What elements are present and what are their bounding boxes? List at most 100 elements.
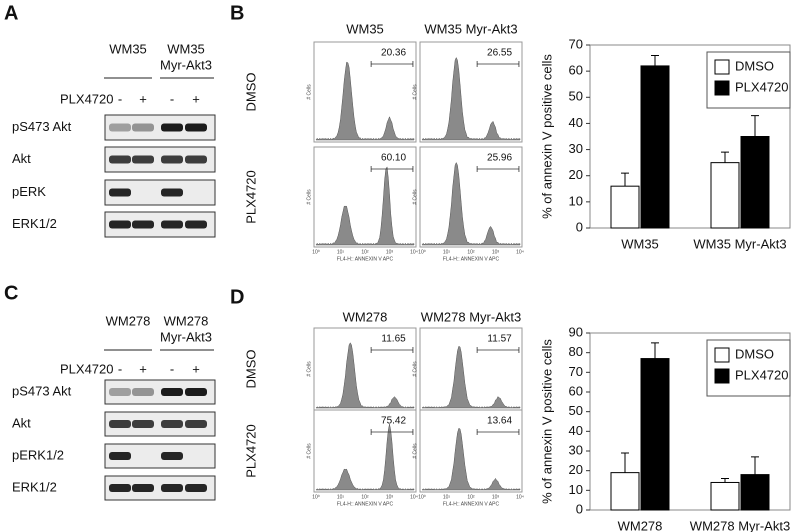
blot-band (132, 220, 154, 229)
blot-band (185, 220, 207, 229)
gate (476, 166, 520, 172)
blot-band (161, 220, 183, 229)
flow-y-axis-label: # Cells (412, 189, 418, 205)
bar (710, 481, 740, 511)
error-bar (721, 478, 729, 483)
panel-label: A (4, 2, 18, 24)
flow-x-tick-label: 10⁴ (516, 494, 524, 500)
blot-band (132, 155, 154, 164)
blot-band (161, 388, 183, 396)
plot-frame (589, 44, 791, 229)
flow-x-axis-label: FL4-H:: ANNEXIN V APC (337, 256, 394, 262)
error-bar (751, 115, 759, 137)
blot-band (109, 188, 131, 197)
treatment-label: PLX4720 (60, 361, 114, 376)
blot-band (161, 123, 183, 132)
gate-value: 20.36 (381, 48, 406, 59)
flow-y-axis-label: # Cells (306, 443, 312, 459)
y-tick-label: 70 (569, 364, 583, 379)
flow-x-tick-label: 10⁰ (418, 494, 426, 500)
flow-x-tick-label: 10¹ (337, 494, 345, 500)
flow-x-tick-label: 10⁰ (312, 494, 320, 500)
y-tick-label: 60 (569, 383, 583, 398)
x-tick-label: WM278 Myr-Akt3 (690, 518, 790, 532)
flow-y-axis-label: # Cells (412, 443, 418, 459)
bar (610, 185, 640, 229)
gate (370, 429, 414, 435)
gate-value: 75.42 (381, 416, 406, 427)
blot-band (132, 420, 154, 428)
y-tick-label: 40 (569, 115, 583, 130)
y-tick-label: 10 (569, 193, 583, 208)
lane-label: - (118, 361, 122, 376)
cell-line-label: Myr-Akt3 (160, 329, 212, 344)
y-tick-label: 50 (569, 403, 583, 418)
blot-row-label: Akt (12, 151, 31, 166)
blot-band (109, 123, 131, 132)
bar (740, 474, 770, 511)
histogram (315, 166, 415, 246)
error-bar (651, 342, 659, 359)
histogram (315, 61, 415, 141)
gate-value: 26.55 (487, 48, 512, 59)
y-tick-label: 20 (569, 462, 583, 477)
y-tick-label: 60 (569, 63, 583, 78)
cell-line-label: WM278 (106, 313, 151, 328)
histogram (421, 56, 521, 141)
blot-band (109, 220, 131, 229)
histogram-frame (419, 41, 523, 143)
blot-band (185, 388, 207, 396)
blot-row-label: pERK (12, 184, 46, 199)
gate-value: 11.65 (381, 334, 406, 345)
error-bar (621, 172, 629, 187)
flow-y-axis-label: # Cells (306, 361, 312, 377)
blot-band (132, 123, 154, 132)
treatment-label: PLX4720 (60, 91, 114, 106)
flow-y-axis-label: # Cells (412, 84, 418, 100)
blot-band (109, 388, 131, 396)
blot-band (109, 155, 131, 164)
gate-value: 13.64 (487, 416, 512, 427)
gate (476, 429, 520, 435)
column-title: WM278 (343, 309, 388, 324)
blot-band (132, 484, 154, 492)
histogram (421, 161, 521, 246)
blot-frame (104, 179, 216, 206)
panel-label: C (4, 282, 18, 304)
histogram-frame (313, 146, 417, 248)
bar (610, 472, 640, 511)
bar (710, 162, 740, 229)
legend-swatch (714, 368, 730, 384)
panel-label: B (230, 2, 244, 24)
gate (370, 61, 414, 67)
lane-label: + (192, 91, 200, 106)
gate-value: 60.10 (381, 153, 406, 164)
x-tick-label: WM35 (621, 236, 659, 251)
lane-label: - (118, 91, 122, 106)
blot-row-label: ERK1/2 (12, 479, 57, 494)
cell-line-label: WM35 (109, 41, 147, 56)
histogram (315, 423, 415, 491)
legend-label: DMSO (735, 58, 774, 73)
column-title: WM278 Myr-Akt3 (421, 309, 521, 324)
blot-row-label: pERK1/2 (12, 447, 64, 462)
flow-x-tick-label: 10¹ (443, 249, 451, 255)
flow-x-tick-label: 10¹ (337, 249, 345, 255)
y-tick-label: 80 (569, 344, 583, 359)
flow-y-axis-label: # Cells (306, 84, 312, 100)
y-tick-label: 30 (569, 141, 583, 156)
blot-row-label: ERK1/2 (12, 216, 57, 231)
legend-swatch (714, 59, 730, 75)
histogram-frame (313, 409, 417, 493)
blot-row-label: Akt (12, 415, 31, 430)
blot-band (161, 452, 183, 460)
flow-x-axis-label: FL4-H:: ANNEXIN V APC (443, 501, 500, 507)
blot-band (185, 420, 207, 428)
legend-swatch (714, 80, 730, 96)
column-title: WM35 (346, 21, 384, 36)
lane-label: + (139, 361, 147, 376)
gate (370, 347, 414, 353)
blot-band (109, 452, 131, 460)
flow-y-axis-label: # Cells (412, 361, 418, 377)
blot-band (109, 484, 131, 492)
